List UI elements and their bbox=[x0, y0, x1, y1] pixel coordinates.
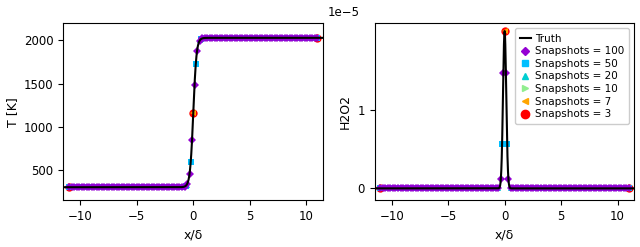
Y-axis label: H2O2: H2O2 bbox=[339, 94, 352, 129]
X-axis label: x/δ: x/δ bbox=[495, 228, 515, 242]
Legend: Truth, Snapshots = 100, Snapshots = 50, Snapshots = 20, Snapshots = 10, Snapshot: Truth, Snapshots = 100, Snapshots = 50, … bbox=[515, 28, 629, 124]
X-axis label: x/δ: x/δ bbox=[184, 228, 203, 242]
Y-axis label: T [K]: T [K] bbox=[6, 97, 19, 126]
Text: 1e−5: 1e−5 bbox=[328, 6, 360, 19]
